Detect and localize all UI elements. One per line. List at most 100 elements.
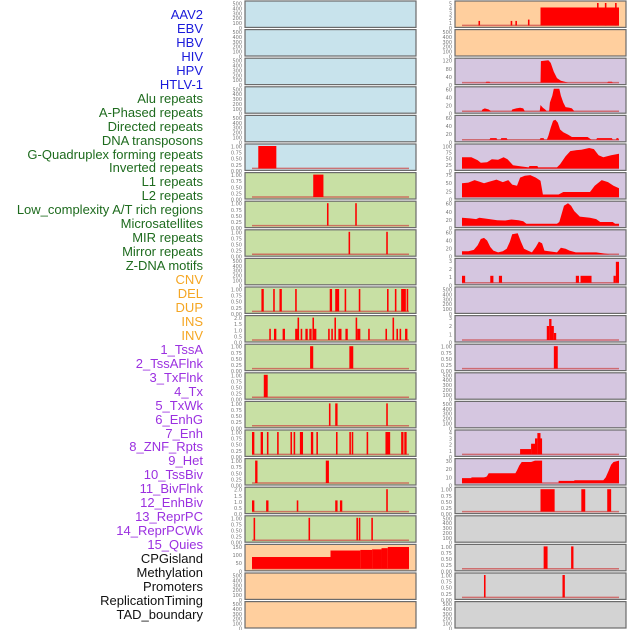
signal-bar	[615, 261, 619, 283]
y-tick-label: 300	[232, 612, 242, 618]
y-tick-label: 20	[446, 104, 452, 110]
y-tick-label: 500	[442, 30, 452, 36]
y-tick-label: 1.00	[231, 516, 242, 522]
y-tick-label: 0	[449, 55, 452, 61]
y-tick-label: 200	[442, 388, 452, 394]
track-panel	[454, 286, 627, 314]
y-tick-label: 400	[232, 64, 242, 70]
y-tick-label: 200	[442, 417, 452, 423]
signal-bar	[553, 346, 558, 369]
signal-bar	[613, 275, 616, 283]
signal-bar	[279, 289, 282, 312]
y-tick-label: 300	[232, 97, 242, 103]
track-panel	[244, 114, 417, 143]
signal-bar	[372, 549, 382, 569]
track-label: Inverted repeats	[109, 160, 203, 176]
y-tick-label: 100	[442, 145, 452, 151]
y-tick-label: 3	[449, 437, 452, 443]
y-tick-label: 0.25	[231, 392, 242, 398]
y-tick-label: 100	[232, 622, 242, 628]
signal-bar	[258, 146, 277, 169]
y-tick-label: 500	[442, 602, 452, 608]
track-label: 1_TssA	[160, 341, 203, 357]
y-tick-label: 0	[239, 26, 242, 32]
signal-bar	[381, 548, 388, 569]
signal-bar	[396, 328, 399, 340]
signal-bar	[401, 432, 404, 455]
y-tick-label: 400	[232, 121, 242, 127]
signal-bar	[549, 319, 552, 340]
track-label: Directed repeats	[107, 118, 203, 134]
y-tick-label: 30	[446, 459, 452, 465]
signal-bar	[266, 432, 269, 455]
track-label: CPGisland	[140, 551, 203, 567]
signal-bar	[580, 275, 592, 283]
track-panel	[244, 458, 417, 486]
y-tick-label: 0.75	[231, 151, 242, 157]
y-tick-label: 0.50	[231, 529, 242, 535]
track-panel	[244, 429, 417, 457]
y-tick-label: 500	[232, 574, 242, 580]
track-label: DNA transposons	[101, 132, 203, 148]
y-tick-label: 0.25	[441, 563, 452, 569]
y-tick-label: 500	[442, 288, 452, 294]
signal-bar	[385, 432, 391, 455]
signal-bar	[387, 289, 389, 312]
y-tick-label: 0.00	[231, 226, 242, 232]
track-panel	[244, 29, 417, 57]
y-tick-label: 200	[442, 617, 452, 623]
y-tick-label: 0	[449, 112, 452, 118]
signal-bar	[510, 20, 513, 26]
y-tick-label: 200	[442, 531, 452, 537]
y-tick-label: 300	[442, 526, 452, 532]
y-tick-label: 0.00	[231, 541, 242, 547]
track-label: ReplicationTiming	[100, 592, 203, 608]
track-label: HIV	[181, 48, 203, 64]
track-label: HTLV-1	[159, 76, 203, 92]
y-tick-label: 0.75	[231, 294, 242, 300]
signal-bar	[310, 432, 314, 455]
y-tick-label: 0.00	[231, 255, 242, 261]
y-tick-label: 0.25	[231, 535, 242, 541]
track-panel	[244, 257, 417, 286]
track-label: Microsatellites	[120, 216, 203, 232]
signal-bar	[335, 289, 340, 312]
y-tick-label: 0.75	[231, 379, 242, 385]
track-panel	[454, 57, 627, 86]
signal-bar	[308, 517, 311, 541]
signal-bar	[615, 3, 617, 26]
y-tick-label: 100	[442, 307, 452, 313]
y-tick-label: 400	[232, 92, 242, 98]
y-tick-label: 400	[442, 521, 452, 527]
y-tick-label: 0.25	[441, 506, 452, 512]
y-tick-label: 2	[449, 267, 452, 273]
signal-bar	[339, 500, 343, 512]
signal-area	[462, 175, 619, 197]
signal-bar	[551, 326, 554, 340]
track-label: L1 repeats	[141, 174, 203, 190]
y-tick-label: 0	[239, 569, 242, 575]
y-tick-label: 0.00	[231, 398, 242, 404]
signal-bar	[290, 432, 293, 455]
y-tick-label: 0.50	[231, 214, 242, 220]
signal-bar	[483, 575, 486, 598]
track-label: TAD_boundary	[116, 606, 203, 622]
y-tick-label: 3	[449, 11, 452, 17]
y-tick-label: 1.00	[441, 574, 452, 580]
y-tick-label: 0	[449, 169, 452, 175]
y-tick-label: 0.00	[231, 426, 242, 432]
y-tick-label: 0.25	[231, 363, 242, 369]
signal-bar	[401, 289, 406, 312]
signal-bar	[562, 575, 565, 598]
signal-bar	[575, 275, 579, 283]
y-tick-label: 100	[232, 107, 242, 113]
track-label: 15_Quies	[147, 537, 203, 553]
y-tick-label: 500	[232, 2, 242, 8]
y-tick-label: 0.75	[231, 351, 242, 357]
y-tick-label: 200	[442, 302, 452, 308]
signal-bar	[297, 317, 300, 340]
y-tick-label: 400	[442, 35, 452, 41]
y-tick-label: 75	[446, 151, 452, 157]
y-tick-label: 0.00	[231, 484, 242, 490]
y-tick-label: 4	[449, 6, 452, 12]
